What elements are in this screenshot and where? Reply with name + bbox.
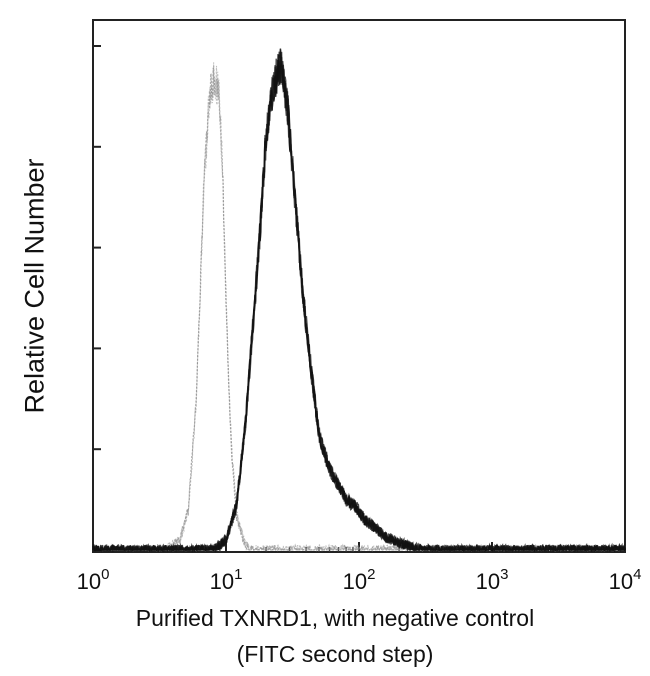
x-axis-label-line-2: (FITC second step) (236, 641, 434, 667)
series-line-negative-control (92, 62, 626, 553)
series-line-txnrd1 (93, 51, 626, 553)
x-tick-label: 104 (609, 566, 642, 594)
x-tick-labels: 100 101 102 103 104 (77, 566, 642, 594)
y-axis-ticks (93, 45, 101, 551)
plot-frame (92, 19, 626, 553)
x-tick-label: 101 (210, 566, 243, 594)
series-line-txnrd1 (92, 60, 626, 553)
x-axis-label-line-1: Purified TXNRD1, with negative control (135, 605, 535, 631)
x-tick-label: 100 (77, 566, 110, 594)
series-txnrd1 (92, 48, 626, 553)
x-tick-label: 102 (343, 566, 376, 594)
series-line-negative-control (92, 65, 626, 553)
series-line-txnrd1 (92, 48, 626, 553)
series-line-negative-control (92, 65, 626, 553)
series-line-txnrd1 (92, 51, 626, 553)
x-tick-label: 103 (476, 566, 509, 594)
series-negative-control (92, 62, 626, 553)
y-axis-label: Relative Cell Number (19, 158, 50, 414)
series-layer (92, 48, 626, 553)
y-axis-label-box: Relative Cell Number (18, 126, 52, 446)
series-line-txnrd1 (92, 49, 625, 553)
